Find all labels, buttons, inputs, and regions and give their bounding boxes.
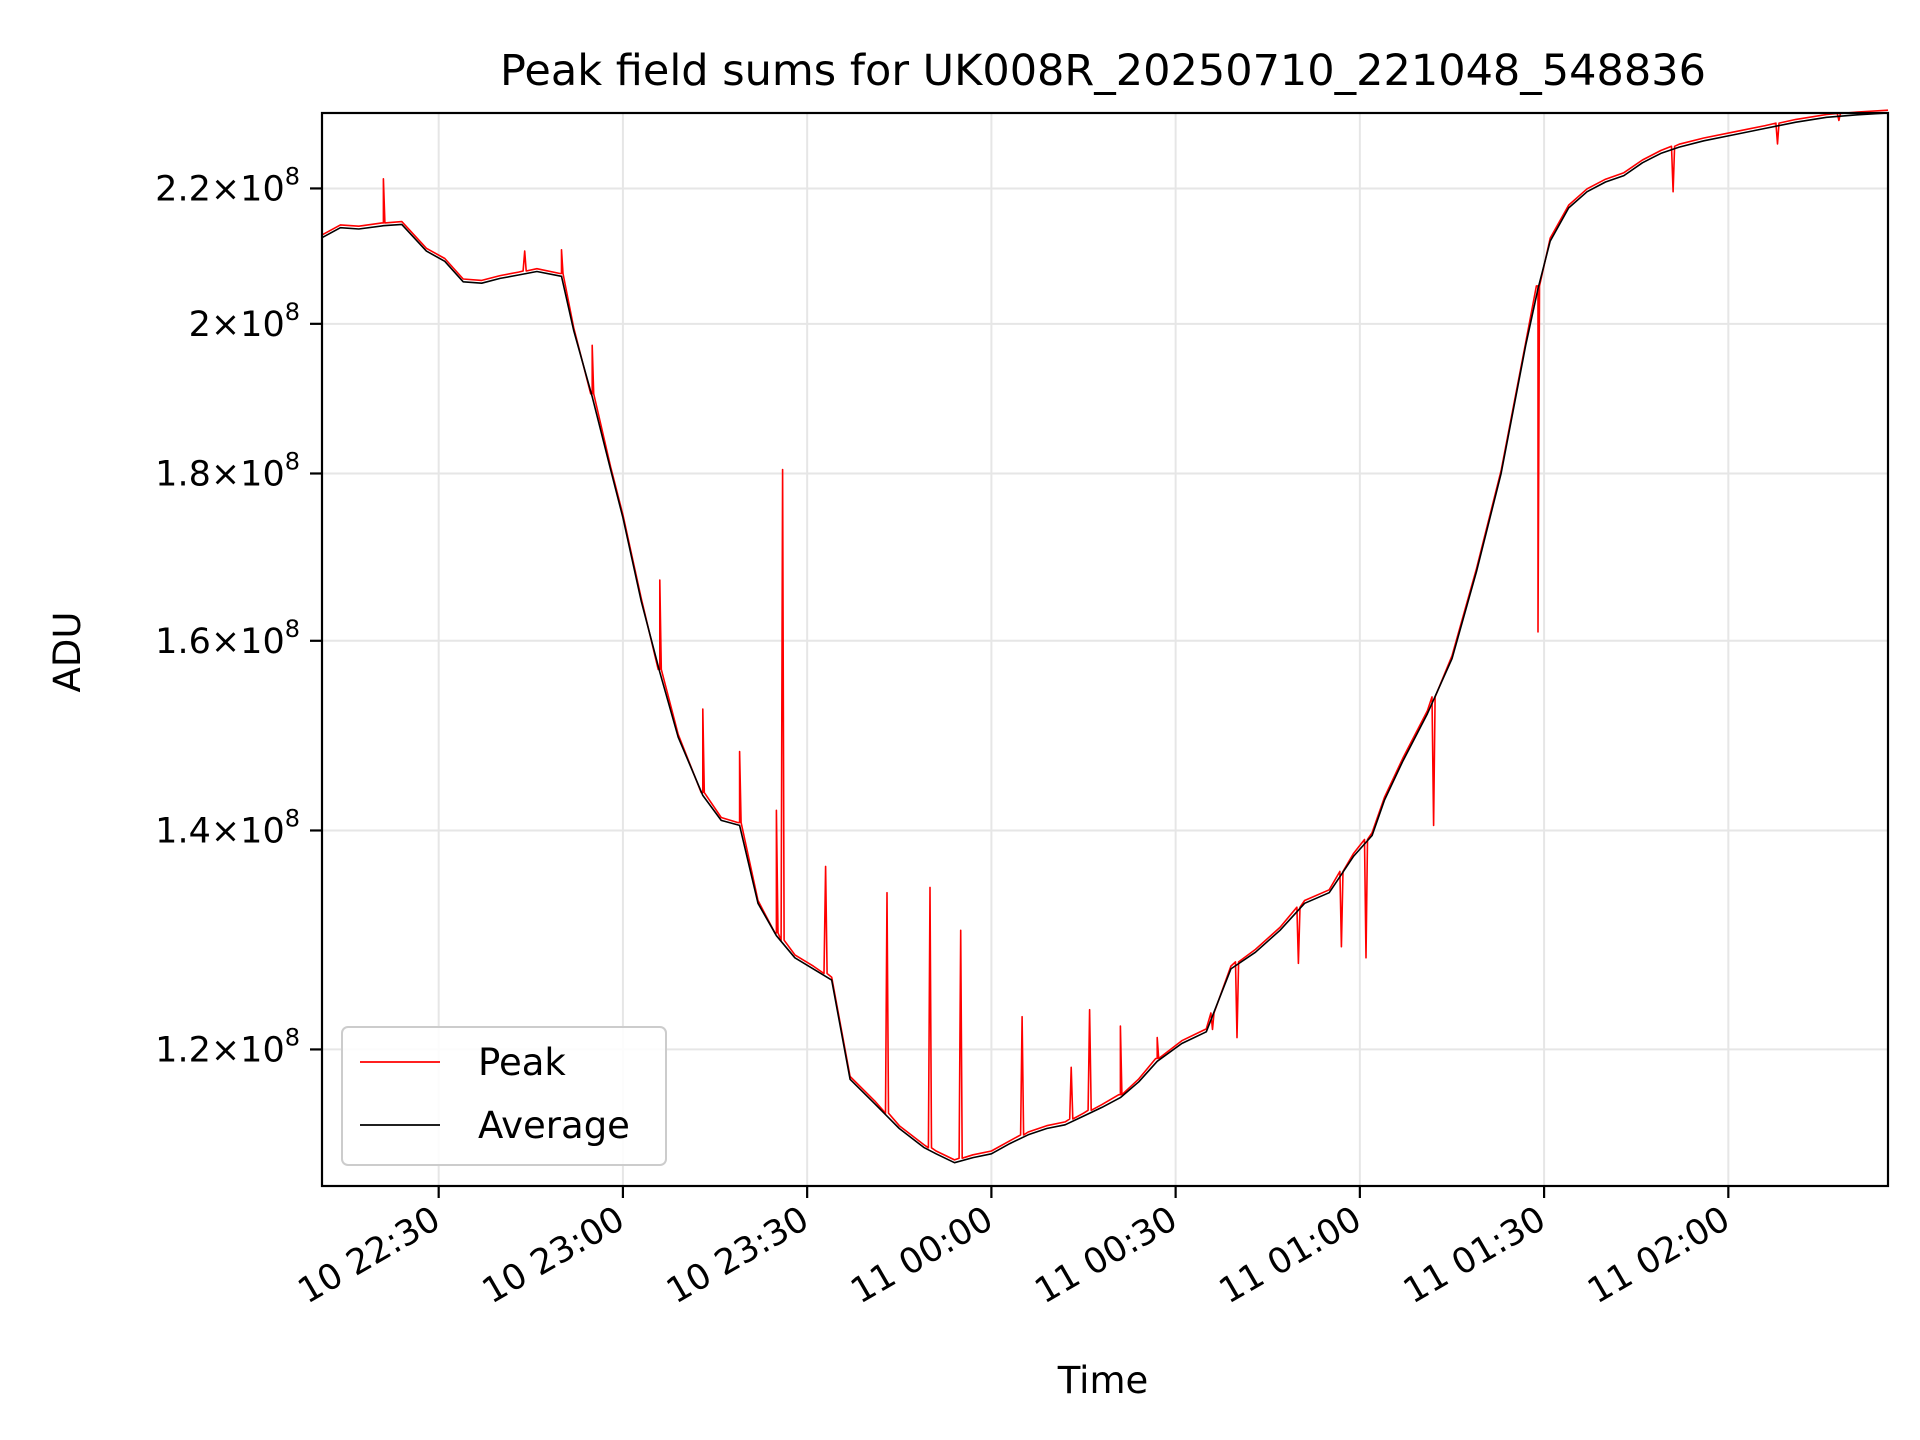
chart-title: Peak field sums for UK008R_20250710_2210… — [500, 46, 1706, 96]
y-tick-label: 1.8×108 — [155, 447, 300, 494]
y-tick-label: 2×108 — [189, 298, 300, 345]
y-tick-label: 1.2×108 — [155, 1023, 300, 1070]
peak-series-line — [321, 109, 1889, 1161]
y-tick-label: 2.2×108 — [155, 162, 300, 209]
plot-frame — [320, 111, 1890, 1188]
y-tick-label: 1.4×108 — [155, 804, 300, 851]
y-axis: 1.2×108 1.4×108 1.6×108 1.8×108 2×108 2.2×108 — [155, 162, 322, 1070]
average-series-line — [321, 112, 1889, 1164]
y-axis-label: ADU — [46, 612, 89, 693]
legend-label: Average — [478, 1104, 630, 1147]
x-axis-label: Time — [1057, 1359, 1149, 1402]
legend-label: Peak — [478, 1041, 566, 1084]
legend: Peak Average — [341, 1026, 667, 1166]
y-tick-label: 1.6×108 — [155, 615, 300, 662]
series-layer — [321, 109, 1889, 1164]
